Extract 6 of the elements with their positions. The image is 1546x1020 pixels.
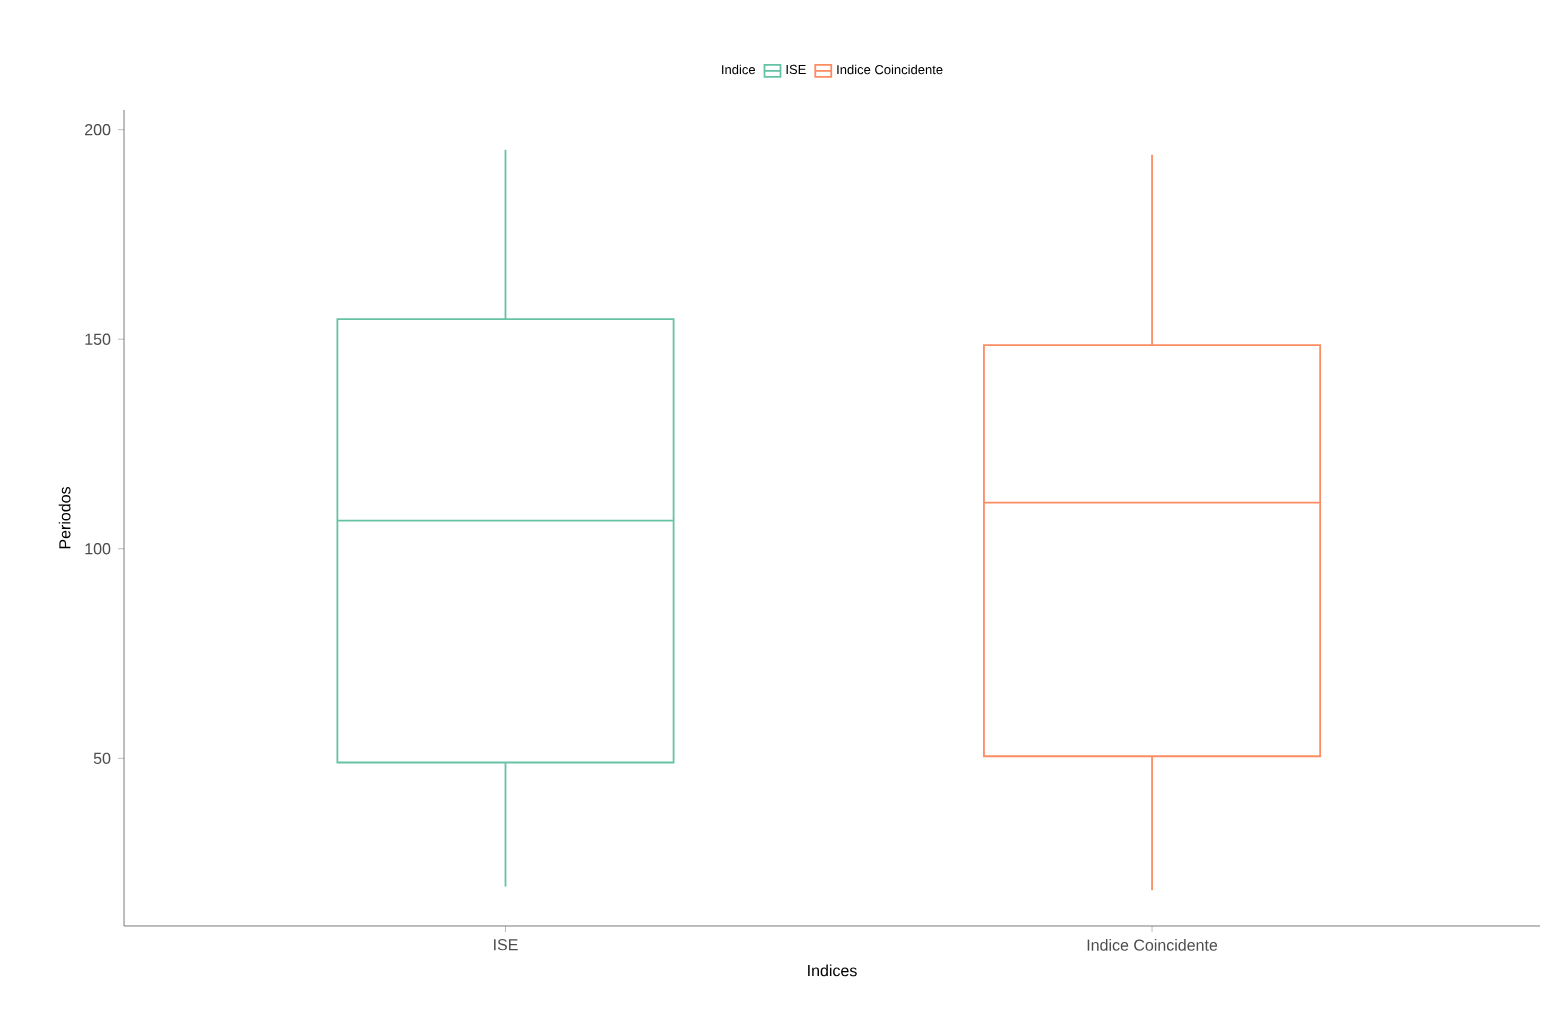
y-tick-label: 150 — [85, 333, 111, 345]
y-tick-label: 100 — [85, 543, 111, 555]
y-tick-label: 50 — [93, 752, 111, 764]
x-axis-title: Indices — [808, 964, 857, 977]
y-tick-label: 200 — [85, 124, 111, 136]
y-axis-title: Periodos — [58, 486, 71, 549]
